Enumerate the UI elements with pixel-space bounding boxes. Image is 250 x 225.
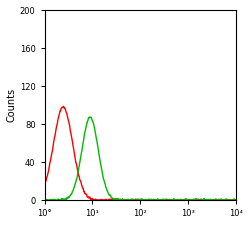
Y-axis label: Counts: Counts [7, 88, 17, 122]
